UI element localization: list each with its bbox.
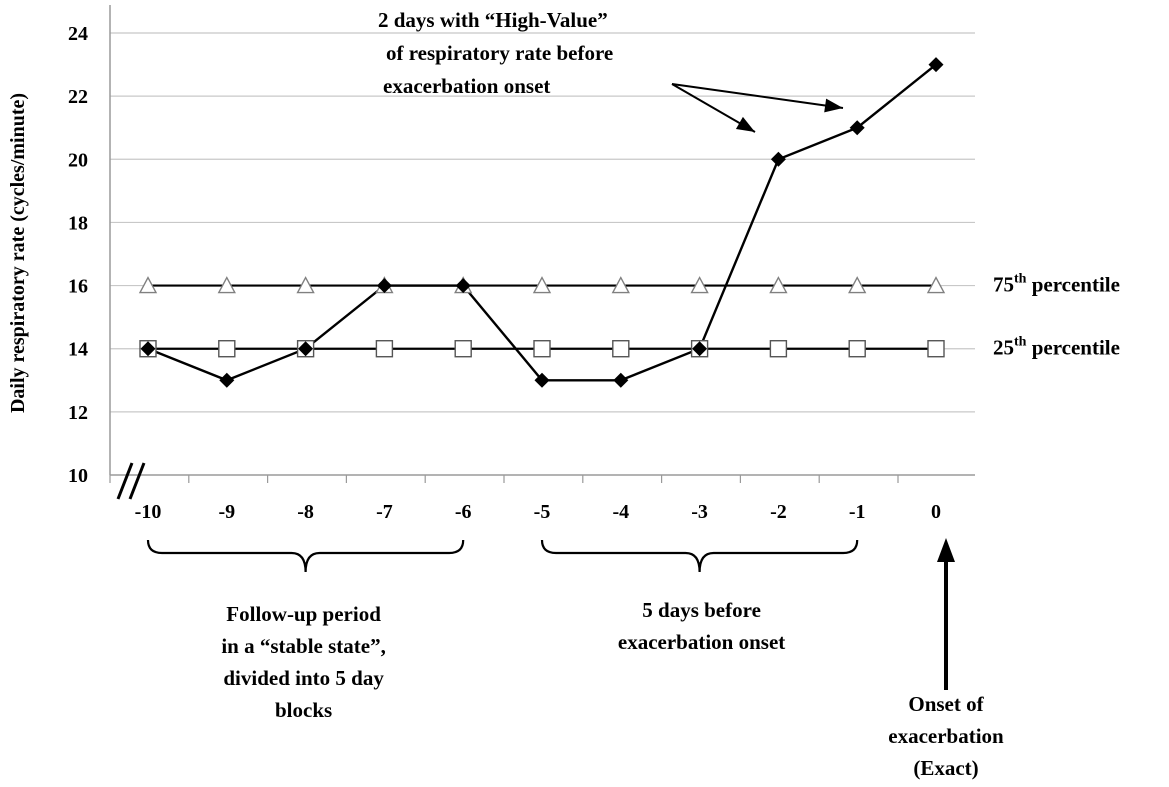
x-tick-label: 0 xyxy=(931,501,941,523)
y-tick-label: 18 xyxy=(68,212,88,234)
line-labels: 75th percentile 25th percentile xyxy=(993,272,1120,360)
axis-break-mark xyxy=(116,462,134,500)
marker-p75 xyxy=(611,276,630,294)
y-tick-label: 24 xyxy=(68,23,88,45)
x-tick-label: -2 xyxy=(770,501,787,523)
x-tick-label: -7 xyxy=(376,501,393,523)
x-tick-label: -8 xyxy=(297,501,314,523)
marker-daily xyxy=(692,341,708,357)
marker-daily xyxy=(298,341,314,357)
y-tick-label: 20 xyxy=(68,149,88,171)
marker-daily xyxy=(613,372,629,388)
x-tick-label: -10 xyxy=(135,501,162,523)
annotation-high-value-line: exacerbation onset xyxy=(383,74,550,98)
x-tick-label: -5 xyxy=(534,501,551,523)
y-axis-label: Daily respiratory rate (cycles/minute) xyxy=(7,93,29,413)
onset-arrow-head xyxy=(937,538,955,562)
marker-p25 xyxy=(533,340,551,358)
marker-daily xyxy=(534,372,550,388)
series-label-p25: 25th percentile xyxy=(993,335,1120,360)
marker-p75 xyxy=(138,276,158,294)
marker-p75 xyxy=(217,276,236,294)
marker-p25 xyxy=(375,340,394,358)
annotation-before-onset-line: 5 days before xyxy=(642,598,761,622)
annotation-arrow-day-minus-1-head xyxy=(824,98,843,113)
marker-daily xyxy=(849,120,865,136)
marker-p75 xyxy=(926,276,946,294)
y-tick-label: 10 xyxy=(68,465,88,487)
annotation-onset-line: exacerbation xyxy=(888,724,1004,748)
marker-p25 xyxy=(612,340,630,358)
x-tick-label: -3 xyxy=(691,501,708,523)
marker-p75 xyxy=(848,276,867,294)
x-tick-label: -4 xyxy=(612,501,629,523)
axis-break-mark xyxy=(128,462,146,500)
y-tick-labels: 10 12 14 16 18 20 22 24 xyxy=(68,23,88,487)
x-tick-label: -1 xyxy=(849,501,866,523)
series-markers xyxy=(138,57,946,388)
annotation-stable-period-line: Follow-up period xyxy=(226,602,381,626)
annotation-arrow-day-minus-2-head xyxy=(735,116,755,132)
marker-p25 xyxy=(218,340,236,358)
annotations: 2 days with “High-Value” of respiratory r… xyxy=(146,8,1004,780)
annotation-high-value-line: 2 days with “High-Value” xyxy=(378,8,608,32)
marker-p75 xyxy=(690,276,709,294)
series-label-p75: 75th percentile xyxy=(993,272,1120,297)
marker-p75 xyxy=(532,276,552,294)
marker-daily xyxy=(455,278,471,294)
y-tick-label: 14 xyxy=(68,339,88,361)
brace-stable-period xyxy=(146,539,465,573)
marker-daily xyxy=(928,57,944,73)
marker-p25 xyxy=(848,340,866,358)
annotation-stable-period-line: divided into 5 day xyxy=(223,666,384,690)
marker-p75 xyxy=(296,276,315,294)
annotation-stable-period-line: blocks xyxy=(275,698,332,722)
y-tick-label: 12 xyxy=(68,402,88,424)
annotation-stable-period-line: in a “stable state”, xyxy=(221,634,386,658)
x-tick-labels: -10 -9 -8 -7 -6 -5 -4 -3 -2 -1 0 xyxy=(135,501,941,523)
annotation-onset-line: Onset of xyxy=(908,692,984,716)
axes xyxy=(109,5,975,500)
marker-daily xyxy=(376,278,392,294)
y-tick-label: 22 xyxy=(68,86,88,108)
marker-daily xyxy=(140,341,156,357)
annotation-arrow-day-minus-1 xyxy=(671,83,844,109)
marker-daily xyxy=(770,151,786,167)
annotation-high-value-line: of respiratory rate before xyxy=(386,41,613,65)
marker-p25 xyxy=(454,340,472,358)
marker-p75 xyxy=(769,276,788,294)
x-tick-label: -9 xyxy=(218,501,235,523)
x-tick-label: -6 xyxy=(455,501,472,523)
marker-p25 xyxy=(769,340,788,358)
y-tick-label: 16 xyxy=(68,276,88,298)
brace-before-onset xyxy=(540,539,859,573)
marker-p25 xyxy=(927,340,945,358)
marker-daily xyxy=(219,372,235,388)
annotation-onset-line: (Exact) xyxy=(913,756,978,780)
annotation-before-onset-line: exacerbation onset xyxy=(618,630,785,654)
